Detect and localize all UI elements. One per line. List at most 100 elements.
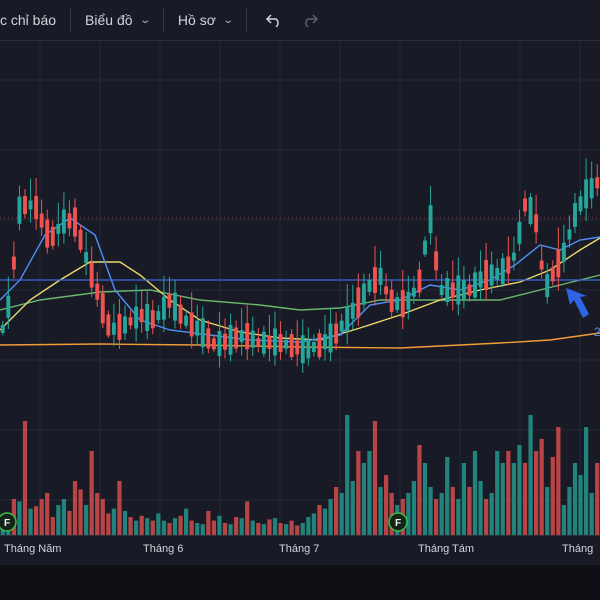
candle-body bbox=[517, 221, 522, 244]
candle-body bbox=[567, 229, 572, 240]
volume-bar bbox=[550, 457, 555, 535]
volume-bar bbox=[372, 421, 378, 535]
price-levels bbox=[0, 217, 600, 281]
volume-bar bbox=[167, 523, 172, 535]
candle-body bbox=[139, 309, 144, 323]
candle-body bbox=[500, 258, 505, 285]
volume-bar bbox=[150, 520, 155, 535]
volume-bar bbox=[89, 451, 94, 535]
volume-bar bbox=[434, 499, 439, 535]
volume-bar bbox=[417, 445, 422, 535]
candle-body bbox=[184, 315, 189, 326]
candle-body bbox=[323, 334, 327, 350]
marker-label: F bbox=[395, 518, 401, 529]
volume-bar bbox=[345, 415, 350, 535]
volume-bar bbox=[145, 518, 150, 535]
volume-bar bbox=[34, 506, 39, 535]
volume-bar bbox=[239, 518, 244, 535]
candlesticks bbox=[0, 158, 600, 373]
volume-bar bbox=[289, 520, 294, 535]
volume-bar bbox=[356, 451, 361, 535]
volume-bar bbox=[67, 511, 72, 535]
volume-bar bbox=[478, 481, 483, 535]
candle-body bbox=[223, 333, 227, 350]
candle-body bbox=[250, 330, 255, 348]
volume-bars bbox=[0, 415, 600, 535]
volume-bar bbox=[556, 427, 561, 535]
volume-bar bbox=[100, 499, 105, 535]
candle-body bbox=[217, 331, 222, 357]
candle-body bbox=[400, 290, 405, 318]
bottom-panel bbox=[0, 565, 600, 600]
candle-body bbox=[284, 339, 289, 349]
candle-body bbox=[550, 267, 555, 282]
chevron-down-icon: ⌄ bbox=[222, 14, 234, 26]
candle-body bbox=[106, 314, 111, 336]
candle-body bbox=[356, 287, 361, 318]
indicators-button[interactable]: c chỉ báo bbox=[0, 0, 56, 40]
candle-body bbox=[134, 306, 139, 329]
volume-bar bbox=[584, 427, 589, 535]
ma-line-green bbox=[0, 274, 600, 311]
candle-body bbox=[200, 318, 205, 348]
volume-bar bbox=[534, 451, 539, 535]
volume-bar bbox=[311, 513, 316, 535]
candle-body bbox=[84, 252, 89, 264]
volume-bar bbox=[595, 463, 600, 535]
volume-bar bbox=[84, 505, 89, 535]
candle-body bbox=[395, 297, 400, 311]
candle-body bbox=[311, 342, 316, 353]
candle-body bbox=[389, 289, 394, 312]
volume-bar bbox=[339, 493, 344, 535]
candle-body bbox=[123, 316, 127, 334]
volume-bar bbox=[234, 517, 239, 535]
volume-bar bbox=[139, 515, 144, 535]
volume-bar bbox=[489, 493, 494, 535]
earnings-marker bbox=[0, 512, 17, 532]
toolbar-divider bbox=[162, 8, 164, 32]
volume-bar bbox=[200, 524, 205, 535]
undo-icon bbox=[266, 14, 279, 27]
volume-bar bbox=[567, 487, 572, 535]
candle-body bbox=[100, 293, 105, 324]
candle-body bbox=[278, 334, 283, 353]
candle-body bbox=[545, 274, 550, 298]
candle-body bbox=[534, 214, 539, 233]
volume-bar bbox=[50, 517, 55, 535]
candle-body bbox=[161, 296, 166, 320]
candle-body bbox=[167, 293, 172, 308]
volume-bar bbox=[45, 493, 50, 535]
month-label-september: Tháng bbox=[562, 543, 594, 555]
volume-bar bbox=[589, 493, 594, 535]
candle-body bbox=[234, 327, 239, 349]
profile-menu-button[interactable]: Hồ sơ ⌄ bbox=[172, 0, 234, 40]
volume-bar bbox=[528, 415, 533, 535]
volume-bar bbox=[206, 511, 211, 535]
month-label-july: Tháng 7 bbox=[279, 543, 320, 555]
redo-button[interactable] bbox=[295, 0, 325, 40]
candle-body bbox=[111, 322, 116, 335]
volume-bar bbox=[295, 525, 300, 535]
candle-body bbox=[228, 324, 233, 355]
arrow-icon bbox=[566, 288, 589, 318]
candle-body bbox=[367, 279, 372, 292]
candle-body bbox=[506, 256, 511, 274]
candle-body bbox=[428, 205, 433, 234]
volume-bar bbox=[245, 501, 250, 535]
candle-body bbox=[78, 229, 83, 250]
undo-button[interactable] bbox=[259, 0, 289, 40]
candle-body bbox=[23, 196, 27, 214]
candle-body bbox=[417, 269, 422, 293]
chart-menu-button[interactable]: Biểu đồ ⌄ bbox=[79, 0, 151, 40]
candle-body bbox=[295, 340, 300, 355]
volume-bar bbox=[184, 508, 189, 535]
candle-body bbox=[67, 213, 72, 229]
candle-body bbox=[595, 177, 600, 189]
candle-body bbox=[373, 267, 377, 293]
candle-body bbox=[189, 312, 194, 337]
volume-bar bbox=[250, 520, 255, 535]
volume-bar bbox=[106, 513, 111, 535]
marker-label: F bbox=[4, 518, 10, 529]
candle-body bbox=[434, 251, 439, 271]
